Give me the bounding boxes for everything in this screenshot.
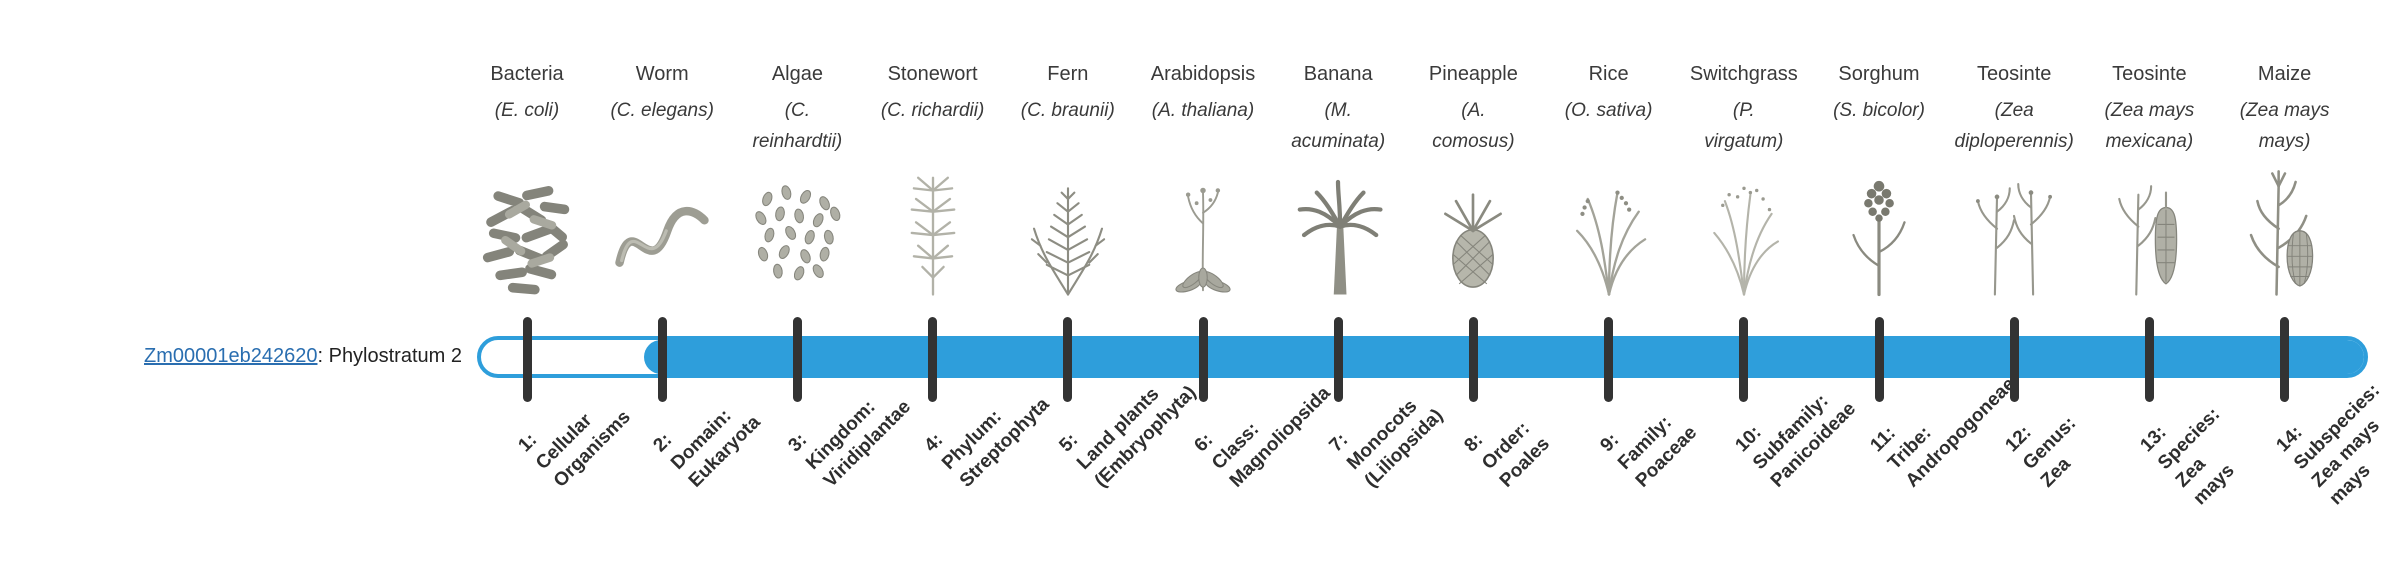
teosinte-ear-icon bbox=[2079, 161, 2219, 303]
organism-column: Bacteria (E. coli) bbox=[457, 62, 597, 303]
organism-name: Worm bbox=[635, 63, 689, 85]
organism-name: Banana bbox=[1303, 63, 1373, 85]
timeline-tick bbox=[657, 317, 667, 402]
organism-scientific-name: (O. sativa) bbox=[1564, 100, 1653, 121]
organism-column: Fern (C. braunii) bbox=[998, 62, 1138, 303]
timeline-tick bbox=[2009, 317, 2019, 402]
gene-link[interactable]: Zm00001eb242620 bbox=[144, 345, 318, 367]
organism-name: Teosinte bbox=[1976, 63, 2052, 85]
timeline-tick bbox=[1198, 317, 1208, 402]
organism-column: Maize (Zea mays mays) bbox=[2215, 62, 2355, 303]
organism-column: Teosinte (Zea diploperennis) bbox=[1944, 62, 2084, 303]
organism-scientific-name: (M. acuminata) bbox=[1291, 100, 1386, 152]
timeline-tick bbox=[1468, 317, 1478, 402]
organism-scientific-name: (A. thaliana) bbox=[1151, 100, 1255, 121]
timeline-tick bbox=[2280, 317, 2290, 402]
stratum-label: 7: Monocots (Liliopsida) bbox=[1325, 395, 1448, 492]
timeline-tick bbox=[1333, 317, 1343, 402]
organism-scientific-name: (C. richardii) bbox=[880, 100, 985, 121]
stratum-label: 10: Subfamily: Panicoideae bbox=[1731, 390, 1860, 492]
stratum-label: 9: Family: Poaceae bbox=[1596, 412, 1701, 492]
fern-icon bbox=[998, 161, 1138, 303]
stratum-label: 3: Kingdom: Viridiplantae bbox=[784, 396, 916, 492]
organism-scientific-name: (Zea mays mays) bbox=[2239, 100, 2330, 152]
organism-column: Banana (M. acuminata) bbox=[1268, 62, 1408, 303]
organism-name: Switchgrass bbox=[1689, 63, 1798, 85]
worm-icon bbox=[592, 161, 732, 303]
organism-scientific-name: (S. bicolor) bbox=[1833, 100, 1925, 121]
organism-scientific-name: (C. braunii) bbox=[1020, 100, 1115, 121]
switchgrass-icon bbox=[1674, 161, 1814, 303]
pineapple-icon bbox=[1403, 161, 1543, 303]
stratum-label: 14: Subspecies: Zea mays mays bbox=[2272, 379, 2384, 510]
organism-name: Fern bbox=[1047, 63, 1089, 85]
teosinte-icon bbox=[1944, 161, 2084, 303]
maize-icon bbox=[2215, 161, 2355, 303]
timeline-tick bbox=[1604, 317, 1614, 402]
timeline-tick bbox=[1874, 317, 1884, 402]
timeline-bar-fill bbox=[644, 340, 2364, 374]
algae-icon bbox=[727, 161, 867, 303]
stratum-label: 8: Order: Poales bbox=[1460, 418, 1555, 492]
organism-column: Stonewort (C. richardii) bbox=[863, 62, 1003, 303]
organism-column: Rice (O. sativa) bbox=[1539, 62, 1679, 303]
stratum-label: 13: Species: Zea mays bbox=[2136, 403, 2240, 510]
organism-scientific-name: (C. elegans) bbox=[610, 100, 714, 121]
organism-name: Sorghum bbox=[1838, 63, 1920, 85]
organism-name: Bacteria bbox=[490, 63, 564, 85]
rosette-icon bbox=[1133, 161, 1273, 303]
organism-scientific-name: (C. reinhardtii) bbox=[752, 100, 843, 152]
organism-scientific-name: (P. virgatum) bbox=[1704, 100, 1784, 152]
organism-scientific-name: (A. comosus) bbox=[1432, 100, 1515, 152]
sorghum-icon bbox=[1809, 161, 1949, 303]
stratum-label: 12: Genus: Zea bbox=[2001, 412, 2081, 492]
stonewort-icon bbox=[863, 161, 1003, 303]
organism-scientific-name: (Zea mays mexicana) bbox=[2104, 100, 2195, 152]
organism-column: Switchgrass (P. virgatum) bbox=[1674, 62, 1814, 303]
gene-phylostratum-text: : Phylostratum 2 bbox=[317, 345, 462, 367]
organism-column: Algae (C. reinhardtii) bbox=[727, 62, 867, 303]
palm-icon bbox=[1268, 161, 1408, 303]
organism-name: Rice bbox=[1588, 63, 1629, 85]
organism-column: Worm (C. elegans) bbox=[592, 62, 732, 303]
timeline-tick bbox=[1063, 317, 1073, 402]
timeline-tick bbox=[522, 317, 532, 402]
organism-name: Algae bbox=[771, 63, 823, 85]
organism-column: Teosinte (Zea mays mexicana) bbox=[2079, 62, 2219, 303]
organism-column: Sorghum (S. bicolor) bbox=[1809, 62, 1949, 303]
organism-name: Maize bbox=[2257, 63, 2312, 85]
organism-column: Pineapple (A. comosus) bbox=[1403, 62, 1543, 303]
phylostratum-timeline-bar bbox=[477, 336, 2368, 378]
organism-scientific-name: (E. coli) bbox=[494, 100, 560, 121]
organism-name: Pineapple bbox=[1428, 63, 1518, 85]
organism-name: Teosinte bbox=[2112, 63, 2187, 85]
organism-column: Arabidopsis (A. thaliana) bbox=[1133, 62, 1273, 303]
timeline-tick bbox=[928, 317, 938, 402]
timeline-tick bbox=[2144, 317, 2154, 402]
organism-name: Arabidopsis bbox=[1150, 63, 1256, 85]
gene-label: Zm00001eb242620: Phylostratum 2 bbox=[30, 343, 462, 369]
grass-icon bbox=[1539, 161, 1679, 303]
organism-scientific-name: (Zea diploperennis) bbox=[1954, 100, 2074, 152]
timeline-tick bbox=[792, 317, 802, 402]
organism-name: Stonewort bbox=[887, 63, 978, 85]
timeline-tick bbox=[1739, 317, 1749, 402]
bacteria-icon bbox=[457, 161, 597, 303]
